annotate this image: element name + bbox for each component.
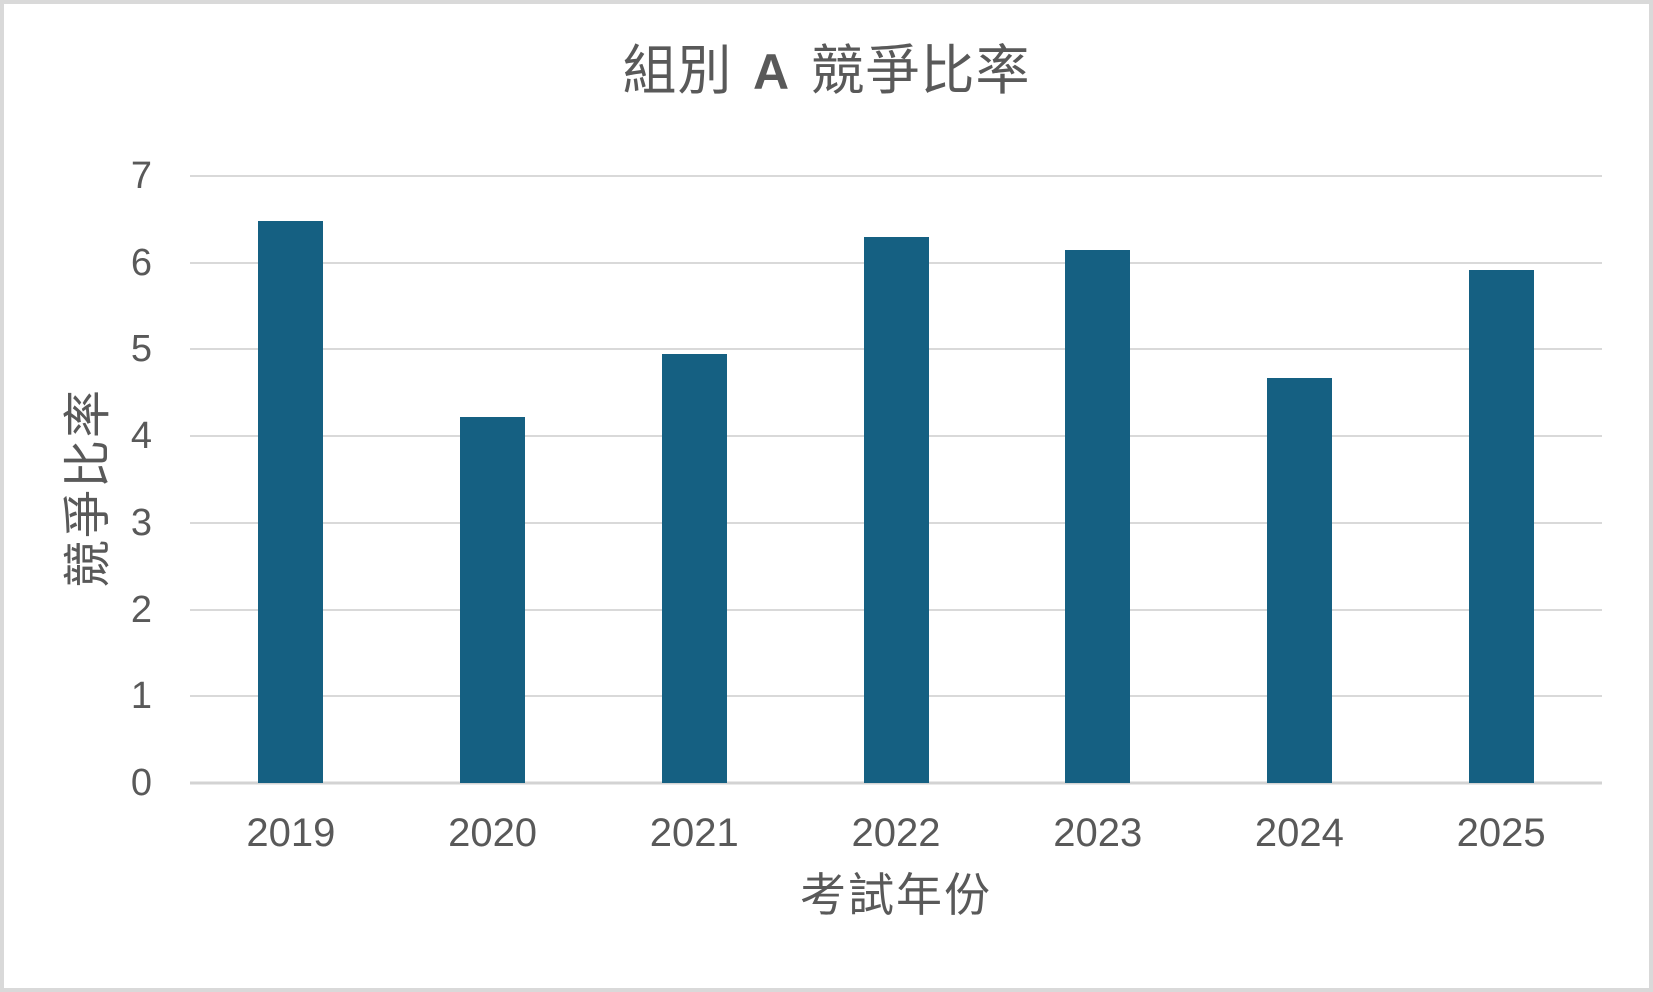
chart-title-emphasis: A [752, 44, 791, 100]
bar-2022 [863, 236, 929, 783]
x-tick-label-2020: 2020 [448, 811, 538, 855]
x-tick-label-2019: 2019 [246, 811, 336, 855]
x-tick-label-2024: 2024 [1254, 811, 1344, 855]
bar-2023 [1065, 249, 1131, 783]
x-tick-label-2023: 2023 [1053, 811, 1143, 855]
x-axis-line [190, 781, 1602, 785]
y-tick-label-0: 0 [130, 762, 152, 804]
bar-2025 [1468, 269, 1534, 783]
y-tick-label-1: 1 [130, 675, 152, 718]
x-tick-label-2025: 2025 [1456, 811, 1546, 855]
y-tick-label-3: 3 [130, 501, 152, 544]
y-tick-label-6: 6 [130, 241, 152, 284]
bar-2019 [258, 221, 324, 783]
bar-2021 [661, 353, 727, 783]
y-tick-label-4: 4 [130, 415, 152, 458]
y-tick-label-7: 7 [130, 155, 152, 197]
y-axis-title: 競爭比率 [62, 387, 115, 589]
chart-title: 組別 A 競爭比率 [4, 38, 1649, 106]
bar-2024 [1266, 378, 1332, 783]
bar-2020 [460, 417, 526, 783]
y-tick-label-2: 2 [130, 588, 152, 631]
x-tick-label-2022: 2022 [851, 811, 941, 855]
x-tick-label-2021: 2021 [649, 811, 739, 855]
gridline-y7 [190, 175, 1602, 177]
chart-title-suffix: 競爭比率 [810, 41, 1031, 101]
chart-title-prefix: 組別 [622, 41, 733, 101]
y-tick-label-5: 5 [130, 328, 152, 371]
plot-area: 0 1 2 3 4 5 6 7 2019 2020 2021 2022 2023 2024 2025 [131, 157, 1602, 855]
x-axis-title: 考試年份 [800, 870, 992, 921]
